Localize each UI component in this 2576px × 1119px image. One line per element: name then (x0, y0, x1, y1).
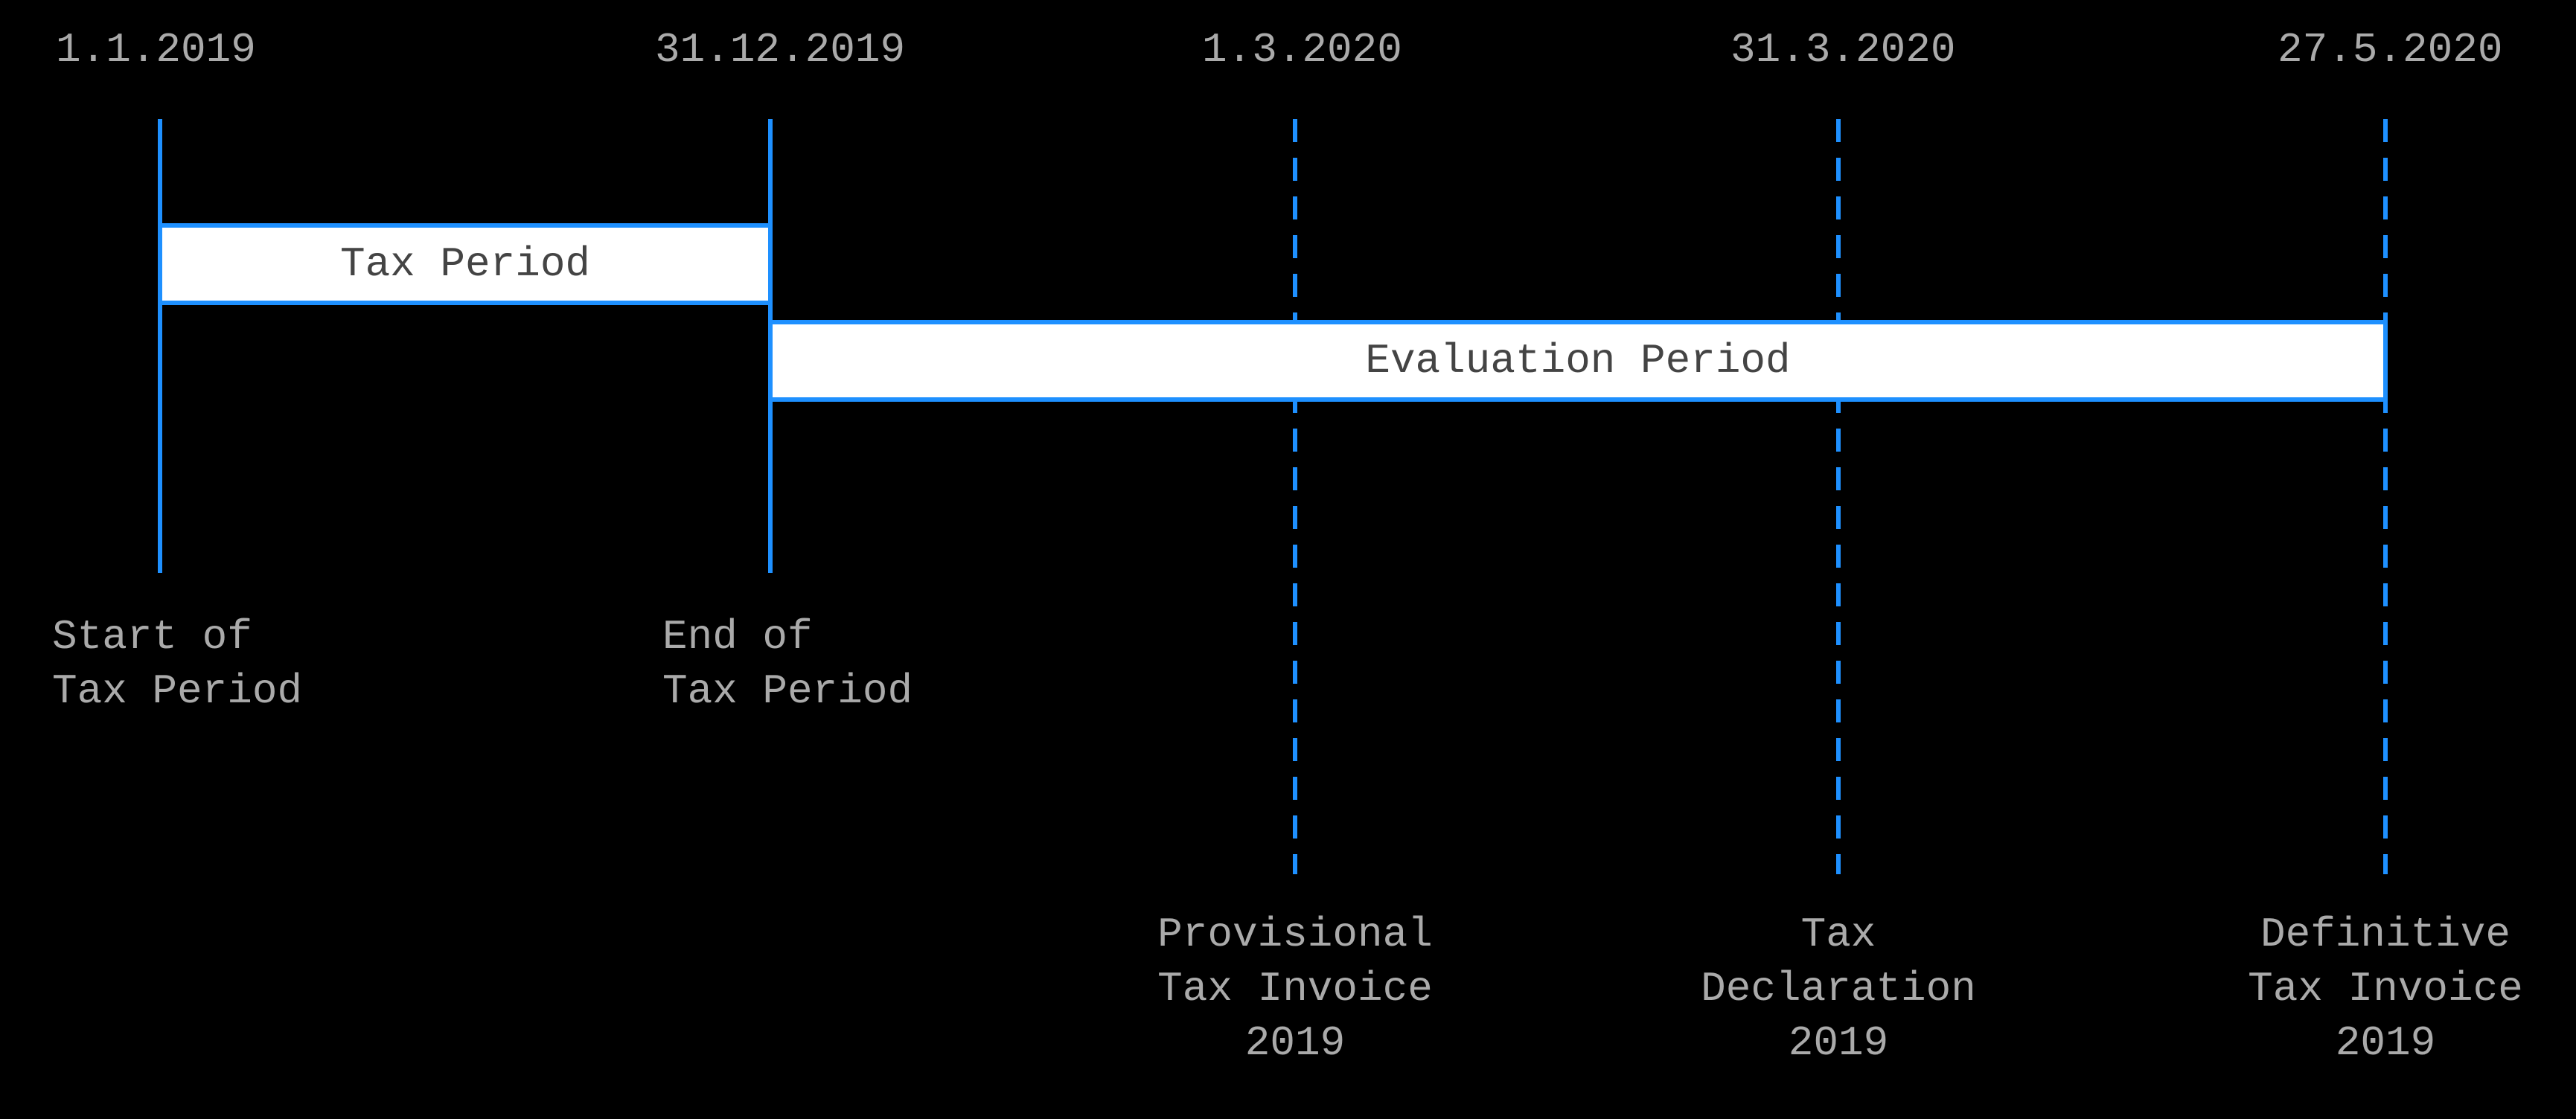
date-label-provisional: 1.3.2020 (1202, 26, 1402, 74)
evaluation-period-box: Evaluation Period (768, 320, 2388, 402)
bottom-label-definitive: Definitive Tax Invoice 2019 (2248, 908, 2523, 1070)
bottom-label-provisional: Provisional Tax Invoice 2019 (1157, 908, 1433, 1070)
date-label-declaration: 31.3.2020 (1730, 26, 1955, 74)
date-label-end: 31.12.2019 (655, 26, 905, 74)
bottom-label-declaration: Tax Declaration 2019 (1701, 908, 1976, 1070)
marker-line-definitive (2383, 119, 2388, 874)
tax-period-box: Tax Period (158, 223, 773, 305)
bottom-label-end: End of Tax Period (662, 610, 913, 719)
tax-period-label: Tax Period (340, 240, 590, 288)
marker-line-declaration (1836, 119, 1841, 874)
evaluation-period-label: Evaluation Period (1365, 337, 1790, 385)
timeline-diagram: 1.1.2019 31.12.2019 1.3.2020 31.3.2020 2… (0, 0, 2576, 1119)
date-label-start: 1.1.2019 (56, 26, 256, 74)
date-label-definitive: 27.5.2020 (2278, 26, 2502, 74)
marker-line-provisional (1293, 119, 1297, 874)
marker-line-start (158, 119, 162, 573)
bottom-label-start: Start of Tax Period (52, 610, 302, 719)
